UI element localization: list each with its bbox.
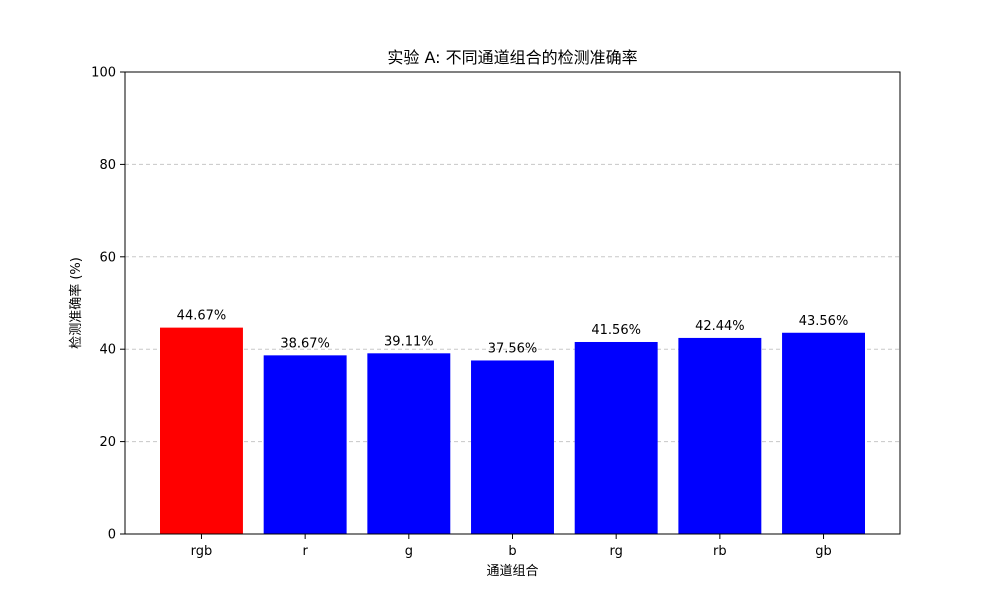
y-tick-label: 100 <box>91 66 116 81</box>
y-axis-title: 检测准确率 (%) <box>68 257 84 349</box>
data-labels: 44.67% 38.67% 39.11% 37.56% 41.56% 42.44% 43.5… <box>177 309 849 357</box>
data-label-rg: 41.56% <box>591 323 641 338</box>
bar-rg <box>574 341 658 534</box>
y-tick-label: 0 <box>108 528 116 543</box>
x-tick-label: rgb <box>191 544 213 559</box>
y-tick-label: 40 <box>99 343 116 358</box>
bar-rgb <box>160 327 243 534</box>
x-axis-title: 通道组合 <box>486 564 538 579</box>
x-tick-label: b <box>508 544 516 559</box>
data-label-b: 37.56% <box>488 341 538 356</box>
bar-gb <box>782 332 865 534</box>
y-tick-label: 80 <box>99 158 116 173</box>
bar-b <box>471 360 554 534</box>
data-label-rb: 42.44% <box>695 319 745 334</box>
y-tick-label: 60 <box>99 250 116 265</box>
bar-r <box>263 355 347 534</box>
bar-g <box>367 353 451 534</box>
data-label-r: 38.67% <box>280 336 330 351</box>
y-tick-label: 20 <box>99 435 116 450</box>
data-label-g: 39.11% <box>384 334 434 349</box>
y-axis: 0 20 40 60 80 100 <box>91 66 125 543</box>
data-label-gb: 43.56% <box>799 314 849 329</box>
x-axis: rgb r g b rg rb gb <box>191 534 832 559</box>
x-tick-label: rb <box>713 544 727 559</box>
bar-rb <box>678 337 762 534</box>
x-tick-label: g <box>405 544 413 559</box>
x-tick-label: gb <box>815 544 832 559</box>
bars <box>160 327 865 534</box>
x-tick-label: rg <box>609 544 622 559</box>
data-label-rgb: 44.67% <box>177 309 227 324</box>
x-tick-label: r <box>302 544 308 559</box>
chart-title: 实验 A: 不同通道组合的检测准确率 <box>387 48 637 67</box>
